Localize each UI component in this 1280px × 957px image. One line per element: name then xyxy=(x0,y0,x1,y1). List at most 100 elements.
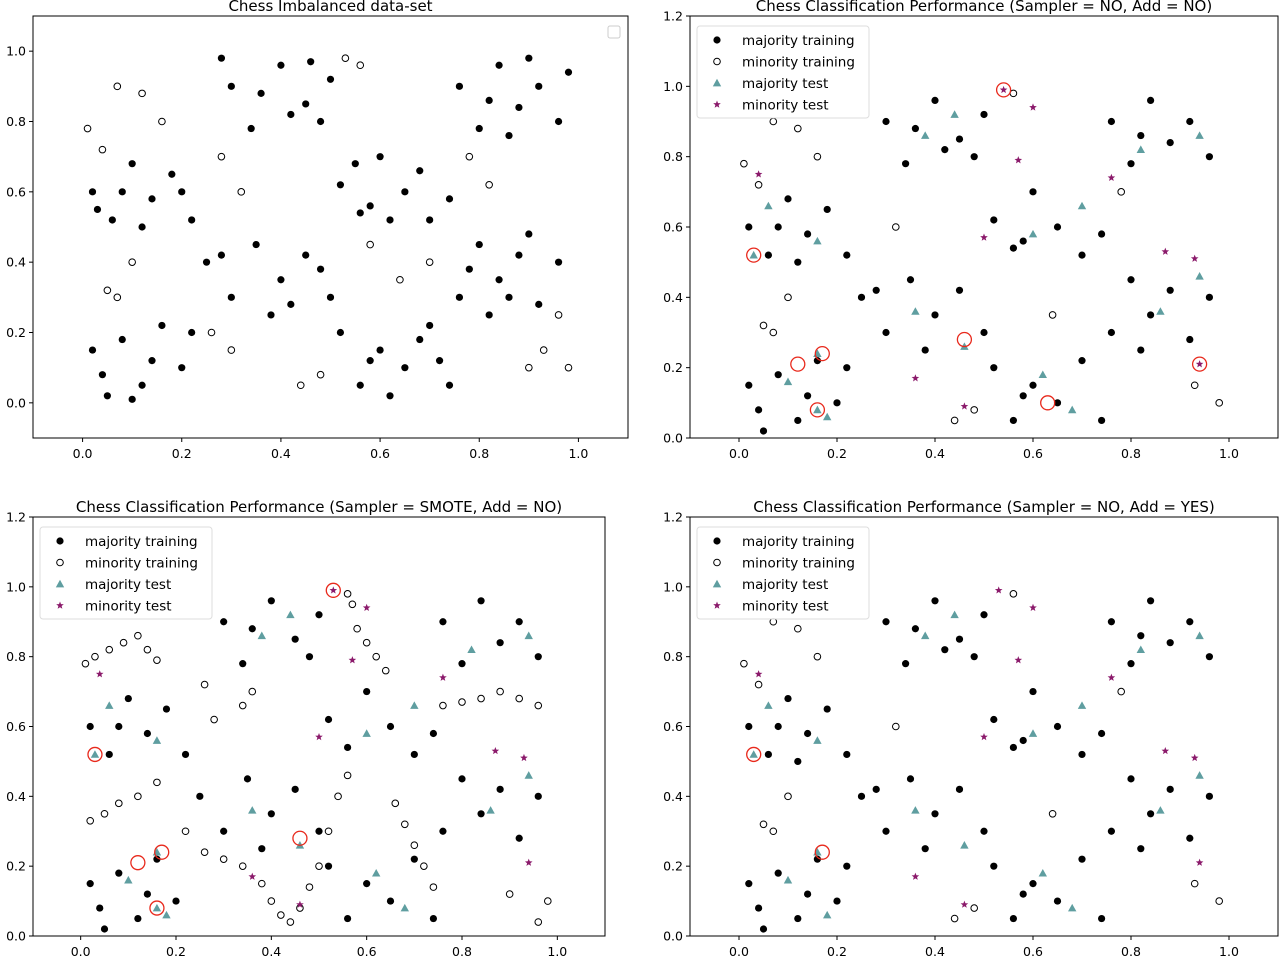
data-point xyxy=(248,625,256,633)
x-tick-label: 0.6 xyxy=(370,446,390,461)
data-point xyxy=(794,124,802,133)
data-point xyxy=(439,701,447,710)
data-point xyxy=(445,381,454,389)
data-point xyxy=(911,124,920,133)
x-tick-label: 0.8 xyxy=(452,944,472,957)
data-point xyxy=(1186,335,1194,344)
data-point xyxy=(410,841,419,850)
data-point xyxy=(749,250,758,259)
data-point xyxy=(220,827,228,835)
x-tick-label: 0.2 xyxy=(827,446,847,461)
data-point xyxy=(239,660,247,668)
data-point xyxy=(134,631,142,640)
data-point xyxy=(96,904,104,912)
data-point xyxy=(386,897,395,905)
data-point xyxy=(970,153,978,161)
data-point xyxy=(833,399,841,407)
data-point xyxy=(1098,914,1106,923)
data-point xyxy=(990,715,998,724)
data-point xyxy=(1107,827,1115,835)
data-point xyxy=(1127,160,1135,168)
data-point xyxy=(745,223,753,231)
data-point xyxy=(267,810,275,818)
legend-marker xyxy=(56,537,64,545)
series-minority-training xyxy=(740,590,1223,923)
data-point xyxy=(258,845,266,853)
data-point xyxy=(119,638,128,647)
legend-label: minority training xyxy=(742,556,855,572)
data-point xyxy=(1117,188,1125,196)
data-point xyxy=(955,286,964,294)
data-point xyxy=(754,181,763,189)
data-point xyxy=(178,188,186,196)
data-point xyxy=(769,117,778,126)
data-point xyxy=(248,872,257,880)
data-point xyxy=(1190,879,1199,888)
x-tick-label: 0.0 xyxy=(71,944,91,957)
data-point xyxy=(237,188,246,196)
x-tick-label: 0.6 xyxy=(357,944,377,957)
data-point xyxy=(764,201,773,210)
y-tick-label: 1.0 xyxy=(6,579,26,594)
data-point xyxy=(1107,618,1115,626)
data-point xyxy=(843,862,851,870)
data-point xyxy=(410,855,418,863)
data-point xyxy=(813,736,822,744)
data-point xyxy=(1019,392,1027,400)
data-point xyxy=(196,792,204,800)
legend-marker xyxy=(713,537,721,545)
chart-panel-4: Chess Classification Performance (Sample… xyxy=(663,498,1279,957)
data-point xyxy=(833,897,841,905)
data-point xyxy=(302,251,310,259)
data-point xyxy=(1028,729,1038,737)
legend-label: minority training xyxy=(85,556,198,572)
data-point xyxy=(1186,117,1194,126)
data-point xyxy=(326,75,335,83)
data-point xyxy=(372,652,381,661)
data-point xyxy=(334,792,342,801)
data-point xyxy=(1195,858,1204,866)
data-point xyxy=(813,152,822,161)
data-point xyxy=(970,406,979,414)
data-point xyxy=(113,293,122,302)
data-point xyxy=(1098,230,1106,238)
data-point xyxy=(843,750,851,759)
data-point xyxy=(124,875,133,884)
data-point xyxy=(1019,890,1027,898)
series-minority-training xyxy=(740,89,1223,425)
data-point xyxy=(524,771,533,779)
data-point xyxy=(86,816,94,825)
data-point xyxy=(83,124,92,133)
data-point xyxy=(90,750,100,758)
data-point xyxy=(188,328,196,337)
data-point xyxy=(783,875,793,884)
x-tick-label: 0.6 xyxy=(1023,446,1043,461)
y-tick-label: 0.6 xyxy=(6,719,26,734)
data-point xyxy=(386,722,395,731)
data-point xyxy=(477,810,485,818)
data-point xyxy=(1161,247,1170,255)
data-point xyxy=(1166,639,1174,647)
data-point xyxy=(248,806,257,814)
data-point xyxy=(410,701,419,709)
data-point xyxy=(134,914,142,923)
data-point xyxy=(315,732,323,741)
data-point xyxy=(1166,139,1174,147)
data-point xyxy=(1078,855,1086,863)
y-tick-label: 0.8 xyxy=(663,149,683,164)
y-tick-label: 0.0 xyxy=(6,395,26,410)
data-point xyxy=(980,732,988,741)
data-point xyxy=(103,392,111,400)
data-point xyxy=(178,364,186,372)
data-point xyxy=(1190,753,1199,762)
y-tick-label: 0.4 xyxy=(6,789,26,804)
data-point xyxy=(467,645,476,654)
x-tick-label: 0.4 xyxy=(271,446,291,461)
x-tick-label: 0.0 xyxy=(729,446,749,461)
data-point xyxy=(1038,868,1047,877)
data-point xyxy=(485,181,493,189)
data-point xyxy=(1147,597,1155,605)
y-tick-label: 0.4 xyxy=(663,290,683,305)
data-point xyxy=(81,659,90,668)
data-point xyxy=(88,346,97,354)
